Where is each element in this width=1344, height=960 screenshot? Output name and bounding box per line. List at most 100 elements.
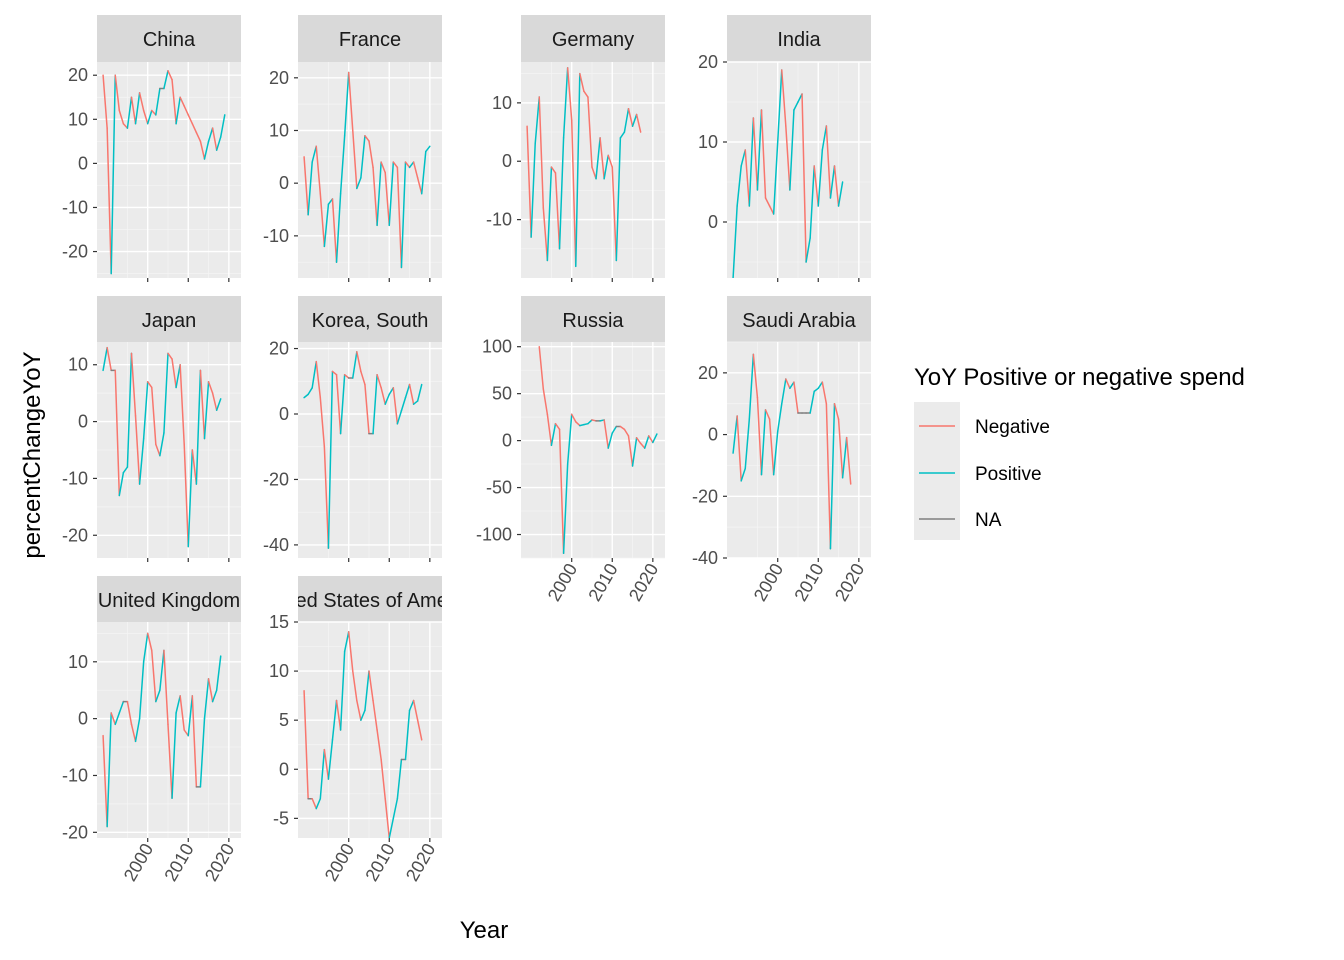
line-segment (203, 381, 210, 440)
line-segment (323, 445, 330, 549)
line-segment (199, 140, 206, 160)
line-segment (335, 373, 342, 435)
line-segment (740, 149, 747, 167)
line-segment (211, 127, 218, 151)
line-segment (558, 428, 565, 555)
line-segment (130, 352, 137, 417)
line-segment (126, 700, 133, 726)
y-tick-label: -10 (62, 197, 88, 217)
line-segment (388, 161, 395, 227)
line-segment (833, 165, 840, 207)
line-segment (356, 177, 362, 190)
strip-label: Saudi Arabia (742, 310, 856, 332)
line-segment (339, 373, 346, 435)
line-segment (566, 413, 573, 465)
line-segment (114, 74, 121, 112)
line-segment (319, 748, 326, 800)
line-segment (809, 165, 815, 239)
strip-france (298, 15, 442, 62)
line-segment (376, 161, 382, 227)
line-segment (191, 449, 198, 485)
line-segment (736, 165, 742, 207)
y-tick-label: 0 (708, 212, 718, 232)
line-segment (159, 649, 165, 691)
y-tick-label: 0 (78, 709, 88, 729)
line-segment (829, 402, 836, 550)
y-tick-label: 100 (482, 337, 512, 357)
y-tick-label: 10 (492, 93, 512, 113)
line-segment (554, 422, 561, 431)
y-tick-label: 0 (502, 431, 512, 451)
line-segment (360, 135, 366, 179)
line-segment (768, 418, 775, 476)
y-tick-label: -40 (263, 535, 289, 555)
line-segment (619, 425, 626, 431)
line-segment (845, 436, 852, 485)
line-segment (611, 425, 618, 434)
y-tick-label: 0 (502, 151, 512, 171)
line-segment (130, 96, 137, 125)
line-segment (114, 712, 121, 726)
line-segment (146, 109, 153, 125)
line-segment (155, 87, 161, 116)
line-segment (837, 418, 844, 479)
line-segment (603, 419, 609, 449)
y-tick-label: -40 (692, 548, 718, 568)
line-segment (106, 712, 112, 828)
strip-saudi-arabia (727, 296, 871, 342)
x-tick-label: 2000 (321, 840, 358, 885)
line-segment (772, 141, 779, 215)
strip-japan (97, 296, 241, 342)
line-segment (352, 129, 358, 190)
line-segment (744, 418, 751, 470)
line-segment (118, 700, 125, 714)
line-segment (372, 166, 378, 227)
line-segment (388, 387, 395, 396)
y-tick-label: 15 (269, 612, 289, 632)
line-segment (760, 109, 767, 199)
line-segment (199, 717, 206, 788)
line-segment (566, 67, 573, 122)
line-segment (595, 137, 601, 180)
line-segment (813, 387, 820, 393)
line-segment (195, 131, 202, 143)
line-segment (203, 140, 210, 160)
line-segment (558, 137, 565, 250)
series-saudi-arabia (732, 353, 852, 550)
y-tick-label: -20 (62, 525, 88, 545)
line-segment (335, 699, 342, 731)
legend-label-negative: Negative (975, 417, 1050, 438)
line-segment (151, 109, 157, 116)
line-segment (207, 127, 214, 143)
line-segment (343, 71, 350, 137)
line-segment (151, 649, 157, 703)
line-segment (587, 96, 593, 168)
line-segment (412, 699, 419, 721)
y-tick-label: 0 (78, 153, 88, 173)
line-segment (825, 125, 832, 199)
line-segment (530, 142, 536, 238)
y-tick-label: 10 (68, 355, 88, 375)
series-united-states-of-america (303, 631, 423, 838)
line-segment (372, 699, 378, 731)
y-tick-label: 10 (68, 109, 88, 129)
line-segment (372, 373, 378, 435)
strip-india (727, 15, 871, 62)
facet-india: India 0 10 20 (698, 15, 871, 282)
line-segment (323, 748, 330, 780)
y-tick-label: -5 (273, 808, 289, 828)
line-segment (183, 729, 190, 737)
line-segment (155, 443, 161, 457)
line-segment (652, 433, 658, 444)
line-segment (138, 437, 145, 485)
line-segment (384, 393, 391, 405)
line-segment (380, 161, 386, 174)
y-tick-label: -20 (692, 486, 718, 506)
line-segment (339, 135, 346, 195)
line-segment (134, 415, 141, 485)
line-segment (603, 154, 609, 180)
line-segment (760, 409, 767, 476)
line-segment (837, 181, 844, 207)
x-tick-label: 2010 (584, 560, 621, 605)
